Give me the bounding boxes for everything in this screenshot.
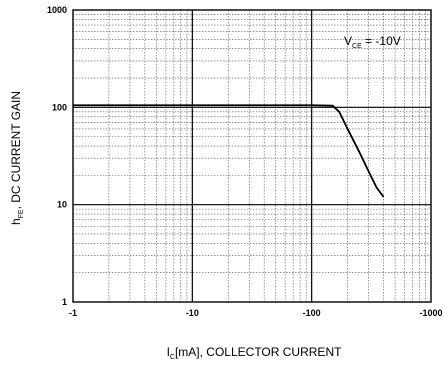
annotation-main: V — [344, 34, 352, 48]
y-tick-label: 10 — [57, 200, 67, 210]
x-tick-label: -1000 — [419, 308, 442, 318]
y-tick-label: 1000 — [47, 5, 67, 15]
x-tick-label: -1 — [69, 308, 77, 318]
y-axis-label: hFE, DC CURRENT GAIN — [9, 91, 25, 225]
ylabel-sub: FE — [18, 209, 25, 218]
xlabel-main: I — [167, 345, 170, 359]
y-tick-label: 1 — [62, 297, 67, 307]
xlabel-rest: [mA], COLLECTOR CURRENT — [175, 345, 342, 359]
x-axis-label: IC[mA], COLLECTOR CURRENT — [167, 345, 343, 361]
annotation-sub: CE — [352, 43, 362, 50]
ylabel-main: h — [9, 218, 23, 225]
xlabel-sub: C — [170, 354, 175, 361]
y-tick-label: 100 — [52, 102, 67, 112]
x-tick-label: -100 — [303, 308, 321, 318]
grid — [73, 10, 431, 302]
ylabel-rest: , DC CURRENT GAIN — [9, 91, 23, 209]
tick-labels: -1 -10 -100 -1000 1 10 100 1000 — [47, 5, 443, 318]
vce-annotation: VCE = -10V — [344, 34, 401, 50]
x-tick-label: -10 — [186, 308, 199, 318]
annotation-rest: = -10V — [362, 34, 401, 48]
series-0-line — [73, 104, 385, 198]
plot-frame — [72, 9, 432, 303]
